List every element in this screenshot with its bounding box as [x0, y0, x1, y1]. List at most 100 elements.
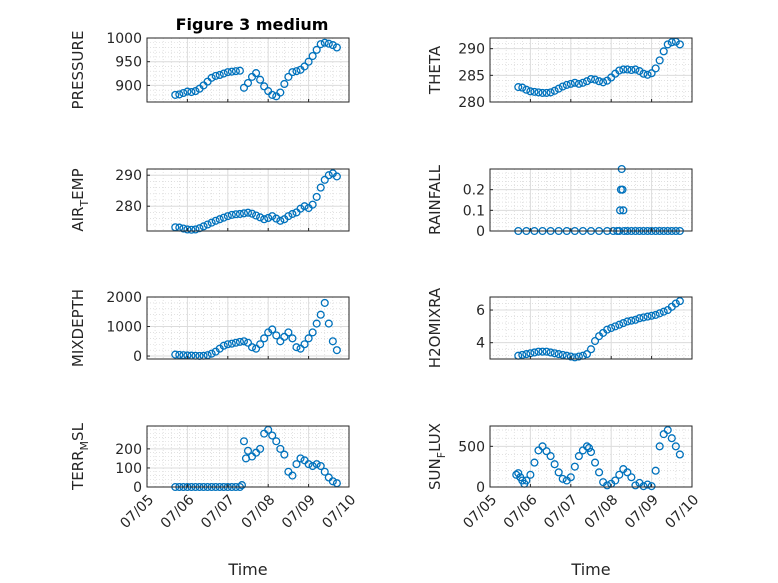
- data-point: [231, 67, 240, 76]
- data-point: [308, 51, 317, 61]
- data-point: [566, 473, 575, 482]
- data-point: [599, 78, 608, 87]
- data-point: [332, 43, 341, 52]
- data-point: [268, 212, 277, 221]
- data-point: [175, 90, 184, 99]
- data-point: [546, 88, 555, 97]
- data-point: [211, 216, 220, 225]
- data-point: [590, 75, 600, 84]
- data-point: [256, 340, 265, 349]
- data-point: [570, 78, 579, 87]
- data-point: [584, 443, 594, 453]
- data-point: [639, 313, 648, 322]
- data-point: [239, 209, 249, 218]
- data-point: [595, 468, 604, 477]
- data-point: [623, 468, 632, 477]
- axes-box: [146, 296, 350, 360]
- data-point: [223, 212, 232, 221]
- data-point: [558, 350, 567, 359]
- data-point: [663, 426, 672, 435]
- data-point: [651, 310, 660, 319]
- data-point: [514, 469, 523, 478]
- data-point: [675, 40, 684, 49]
- data-point: [550, 460, 559, 469]
- y-tick-label: 200: [115, 442, 142, 458]
- data-point: [272, 437, 281, 446]
- x-tick-label: 07/05: [117, 492, 157, 532]
- data-point: [292, 67, 301, 76]
- data-point: [324, 39, 333, 48]
- data-point: [223, 68, 232, 77]
- data-point: [247, 209, 257, 218]
- data-point: [603, 325, 612, 334]
- y-axis-label: PRESSURE: [69, 31, 87, 110]
- data-point: [268, 90, 277, 99]
- data-point: [268, 325, 277, 334]
- subplot-4: 0 0.1 0.2 RAINFALL: [426, 164, 693, 240]
- data-point: [312, 460, 321, 469]
- data-point: [276, 444, 285, 453]
- data-point: [276, 88, 285, 97]
- data-point: [586, 345, 596, 354]
- y-axis-label: H2OMIXRA: [426, 287, 444, 368]
- data-point: [288, 471, 297, 480]
- data-point: [276, 216, 285, 225]
- y-tick-label: 500: [458, 439, 485, 455]
- data-point: [207, 218, 216, 227]
- data-point: [237, 481, 246, 490]
- y-tick-label: 290: [458, 42, 485, 58]
- data-point: [615, 470, 624, 479]
- data-point: [534, 347, 543, 356]
- data-point: [631, 481, 640, 490]
- data-point: [512, 470, 521, 479]
- data-point: [582, 350, 592, 359]
- data-point: [631, 65, 640, 74]
- data-point: [207, 349, 216, 358]
- data-point: [179, 224, 188, 233]
- data-point: [574, 452, 583, 461]
- axes-box: [146, 168, 350, 232]
- data-point: [300, 202, 309, 211]
- data-point: [316, 310, 325, 319]
- subplot-7: 0 100 200 07/05 07/06 07/07 07/08 07/09 07/10 Tim…: [69, 422, 359, 579]
- data-point: [647, 482, 656, 491]
- data-point: [243, 446, 253, 455]
- data-point: [227, 339, 236, 348]
- data-point: [235, 209, 244, 219]
- axes-box: [489, 168, 693, 232]
- y-tick-label: 0: [476, 224, 485, 240]
- data-point: [223, 340, 232, 349]
- data-point: [199, 222, 208, 231]
- data-point: [534, 88, 543, 97]
- data-point: [247, 343, 257, 352]
- data-point: [611, 322, 620, 331]
- data-point: [316, 40, 325, 49]
- data-point: [659, 47, 668, 56]
- axes-box: [146, 37, 350, 103]
- data-point: [292, 460, 301, 469]
- data-point: [566, 352, 575, 361]
- data-point: [522, 476, 531, 485]
- x-tick-label: 07/06: [158, 492, 198, 532]
- data-point: [619, 206, 628, 215]
- data-point: [651, 64, 660, 73]
- data-point: [586, 447, 596, 457]
- data-point: [530, 348, 539, 357]
- data-point: [639, 69, 648, 78]
- data-point: [175, 350, 184, 359]
- data-point: [179, 88, 188, 98]
- x-tick-label: 07/10: [662, 492, 702, 532]
- data-point: [667, 38, 676, 47]
- x-tick-label: 07/10: [319, 492, 359, 532]
- data-point: [324, 319, 333, 328]
- data-point: [235, 337, 244, 346]
- data-point: [296, 204, 305, 213]
- data-point: [663, 40, 672, 49]
- data-point: [171, 90, 180, 99]
- data-point: [514, 83, 523, 92]
- data-point: [227, 67, 236, 76]
- data-point: [590, 337, 600, 346]
- axes-box: [489, 37, 693, 103]
- data-point: [607, 323, 616, 333]
- data-point: [518, 350, 527, 359]
